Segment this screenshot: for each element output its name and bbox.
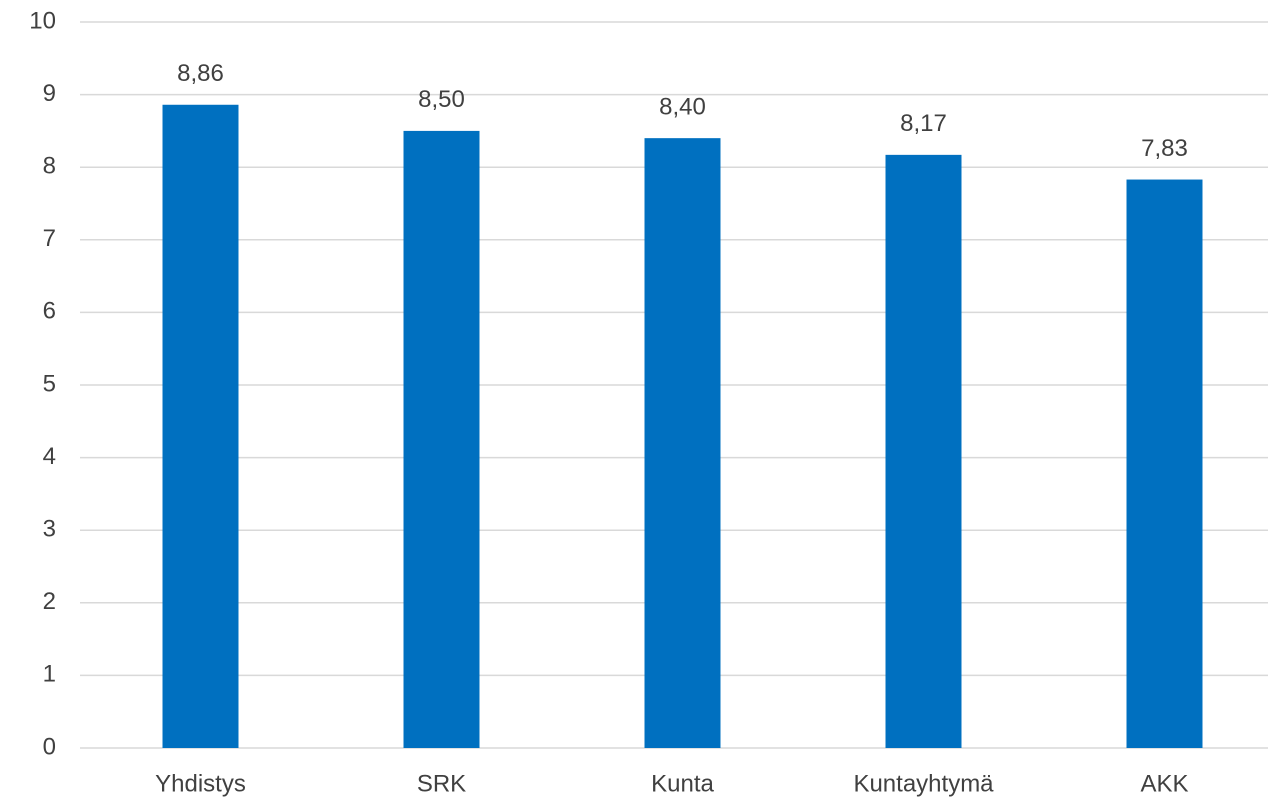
- value-label: 8,50: [418, 86, 465, 113]
- y-tick-label: 0: [43, 733, 56, 760]
- y-tick-label: 5: [43, 370, 56, 397]
- y-tick-label: 2: [43, 588, 56, 615]
- value-label: 8,40: [659, 94, 706, 121]
- bar: [403, 130, 480, 748]
- y-tick-label: 8: [43, 153, 56, 180]
- bar: [162, 104, 239, 749]
- y-tick-label: 3: [43, 516, 56, 543]
- x-tick-label: AKK: [1140, 770, 1188, 797]
- x-tick-label: Kunta: [651, 770, 714, 797]
- x-tick-label: Yhdistys: [155, 770, 246, 797]
- y-tick-label: 6: [43, 298, 56, 325]
- value-label: 8,86: [177, 60, 224, 87]
- value-label: 8,17: [900, 110, 947, 137]
- y-tick-label: 10: [29, 7, 56, 34]
- x-tick-label: SRK: [417, 770, 466, 797]
- value-label: 7,83: [1141, 135, 1188, 162]
- y-tick-label: 9: [43, 80, 56, 107]
- bar: [1126, 179, 1203, 749]
- y-tick-label: 7: [43, 225, 56, 252]
- y-tick-label: 1: [43, 661, 56, 688]
- bar: [644, 138, 721, 748]
- y-tick-label: 4: [43, 443, 56, 470]
- bar: [885, 154, 962, 748]
- x-tick-label: Kuntayhtymä: [853, 770, 994, 797]
